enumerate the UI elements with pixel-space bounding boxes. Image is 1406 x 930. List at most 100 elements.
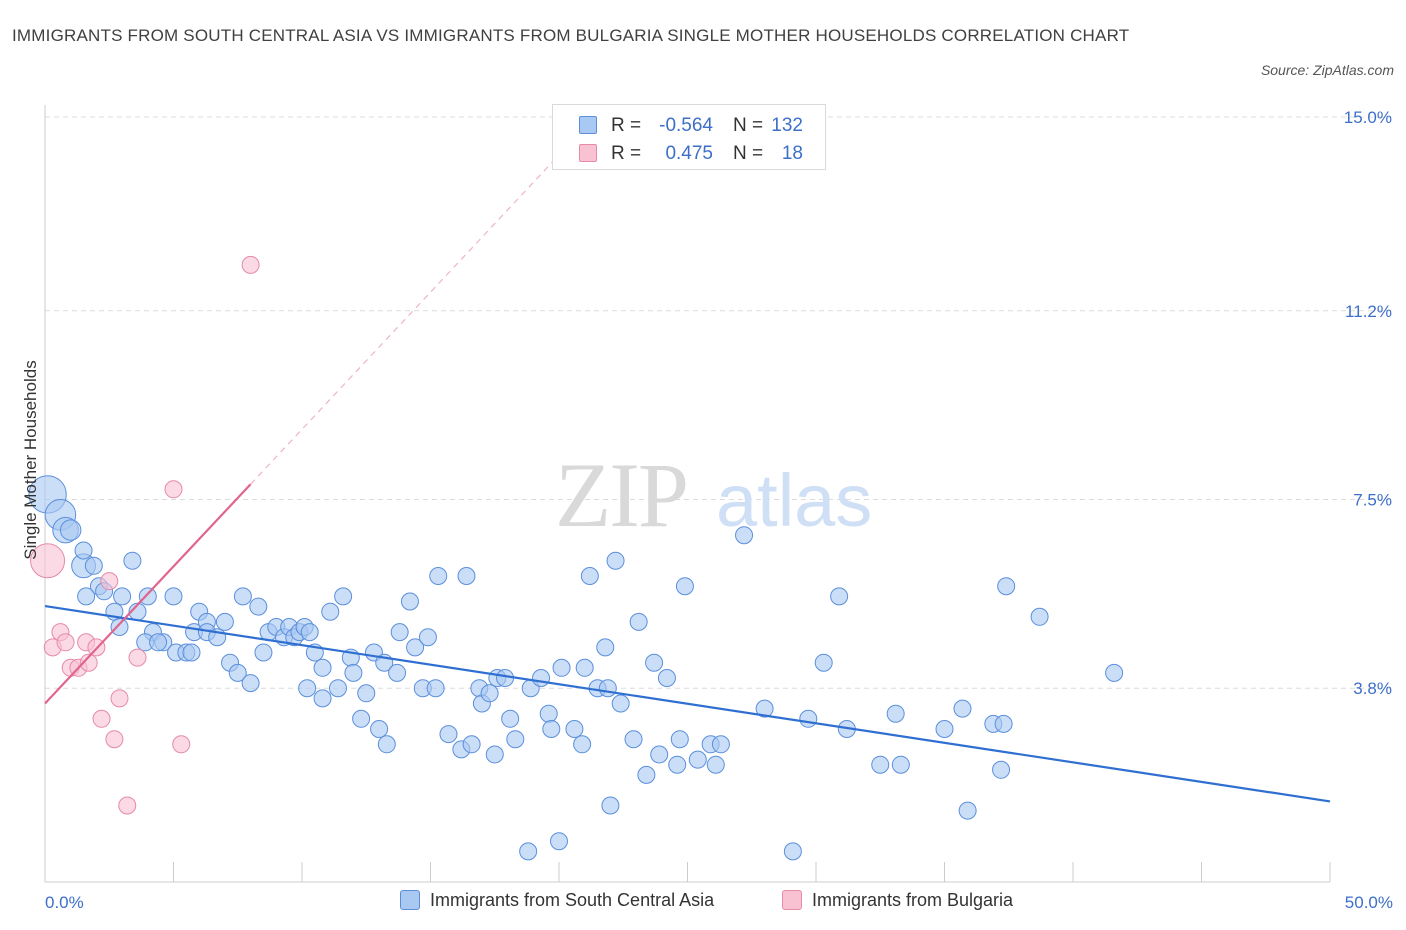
chart-title: IMMIGRANTS FROM SOUTH CENTRAL ASIA VS IM… [12, 26, 1130, 45]
point-south-central-asia [506, 730, 525, 749]
legend-label: Immigrants from Bulgaria [812, 890, 1014, 910]
point-bulgaria [30, 543, 66, 579]
point-south-central-asia [164, 587, 183, 606]
trendline-south-central-asia [44, 605, 1331, 803]
n-value: 132 [771, 115, 803, 136]
point-south-central-asia [457, 567, 476, 585]
point-south-central-asia [670, 730, 689, 749]
point-south-central-asia [637, 765, 656, 784]
point-south-central-asia [228, 663, 247, 682]
point-south-central-asia [629, 612, 648, 631]
point-south-central-asia [485, 745, 504, 764]
point-bulgaria [128, 648, 147, 667]
point-south-central-asia [958, 801, 977, 820]
point-bulgaria [241, 255, 260, 274]
point-south-central-asia [439, 725, 458, 744]
point-south-central-asia [429, 567, 448, 585]
point-bulgaria [56, 633, 75, 652]
point-south-central-asia [994, 714, 1013, 733]
chart-legend: Immigrants from South Central Asia Immig… [0, 888, 1406, 916]
x-tick-label-min: 0.0% [45, 893, 84, 912]
point-south-central-asia [1105, 663, 1124, 682]
point-bulgaria [172, 735, 191, 754]
point-south-central-asia [59, 519, 82, 541]
point-south-central-asia [519, 842, 538, 861]
y-axis-label: Single Mother Households [21, 360, 40, 560]
legend-label: Immigrants from South Central Asia [430, 890, 715, 910]
point-south-central-asia [645, 653, 664, 672]
point-south-central-asia [344, 663, 363, 682]
trendline-bulgaria [44, 483, 252, 705]
point-south-central-asia [539, 704, 558, 723]
axis-layer [44, 105, 1331, 883]
point-south-central-asia [580, 567, 599, 585]
point-bulgaria [105, 730, 124, 749]
legend-swatch-pink [782, 890, 802, 910]
point-south-central-asia [532, 669, 551, 687]
point-south-central-asia [953, 699, 972, 718]
point-south-central-asia [501, 709, 520, 728]
trend-layer [44, 157, 1331, 803]
point-south-central-asia [735, 526, 754, 545]
point-south-central-asia [657, 669, 676, 687]
r-label: R = [611, 143, 642, 164]
point-south-central-asia [891, 755, 910, 774]
point-south-central-asia [598, 679, 617, 698]
correlation-stats-box: R = -0.564 N = 132 R = 0.475 N = 18 [552, 104, 826, 170]
r-value: 0.475 [665, 143, 713, 164]
n-value: 18 [781, 143, 803, 164]
point-south-central-asia [992, 760, 1011, 779]
point-south-central-asia [596, 638, 615, 657]
point-south-central-asia [886, 704, 905, 723]
point-south-central-asia [997, 577, 1016, 596]
point-south-central-asia [77, 587, 96, 606]
point-south-central-asia [352, 709, 371, 728]
point-south-central-asia [334, 587, 353, 606]
point-bulgaria [164, 480, 183, 499]
point-bulgaria [118, 796, 137, 815]
point-south-central-asia [84, 556, 103, 575]
point-south-central-asia [182, 643, 201, 662]
y-axis-label-wrap: Single Mother Households [16, 180, 46, 740]
point-south-central-asia [601, 796, 620, 815]
point-south-central-asia [300, 623, 319, 642]
point-south-central-asia [390, 623, 409, 642]
point-south-central-asia [321, 602, 340, 621]
n-label: N = [733, 115, 764, 136]
point-south-central-asia [799, 709, 818, 728]
point-bulgaria [92, 709, 111, 728]
y-tick-label: 15.0% [1344, 108, 1392, 127]
point-south-central-asia [542, 720, 561, 738]
point-south-central-asia [935, 720, 954, 738]
point-south-central-asia [650, 745, 669, 764]
watermark: ZIP atlas [555, 444, 872, 546]
point-south-central-asia [606, 551, 625, 570]
point-south-central-asia [755, 699, 774, 718]
pink-swatch [579, 144, 597, 162]
point-south-central-asia [688, 750, 707, 769]
point-south-central-asia [706, 755, 725, 774]
point-south-central-asia [575, 658, 594, 677]
point-south-central-asia [830, 587, 849, 606]
point-south-central-asia [624, 730, 643, 749]
point-bulgaria [79, 653, 98, 672]
y-tick-label: 3.8% [1353, 679, 1392, 698]
point-south-central-asia [711, 735, 730, 754]
point-south-central-asia [480, 684, 499, 703]
stats-row-south-central-asia: R = -0.564 N = 132 [553, 111, 825, 139]
point-south-central-asia [149, 633, 168, 652]
point-south-central-asia [565, 720, 584, 738]
point-south-central-asia [871, 755, 890, 774]
point-south-central-asia [462, 735, 481, 754]
point-south-central-asia [328, 679, 347, 698]
n-label: N = [733, 143, 764, 164]
trendline-bulgaria-extension [250, 157, 557, 485]
legend-swatch-blue [400, 890, 420, 910]
legend-item-bulgaria[interactable]: Immigrants from Bulgaria [782, 890, 1013, 911]
point-south-central-asia [573, 735, 592, 754]
y-tick-label: 7.5% [1353, 491, 1392, 510]
point-south-central-asia [370, 720, 389, 738]
legend-item-south-central-asia[interactable]: Immigrants from South Central Asia [400, 890, 714, 911]
point-south-central-asia [241, 674, 260, 693]
